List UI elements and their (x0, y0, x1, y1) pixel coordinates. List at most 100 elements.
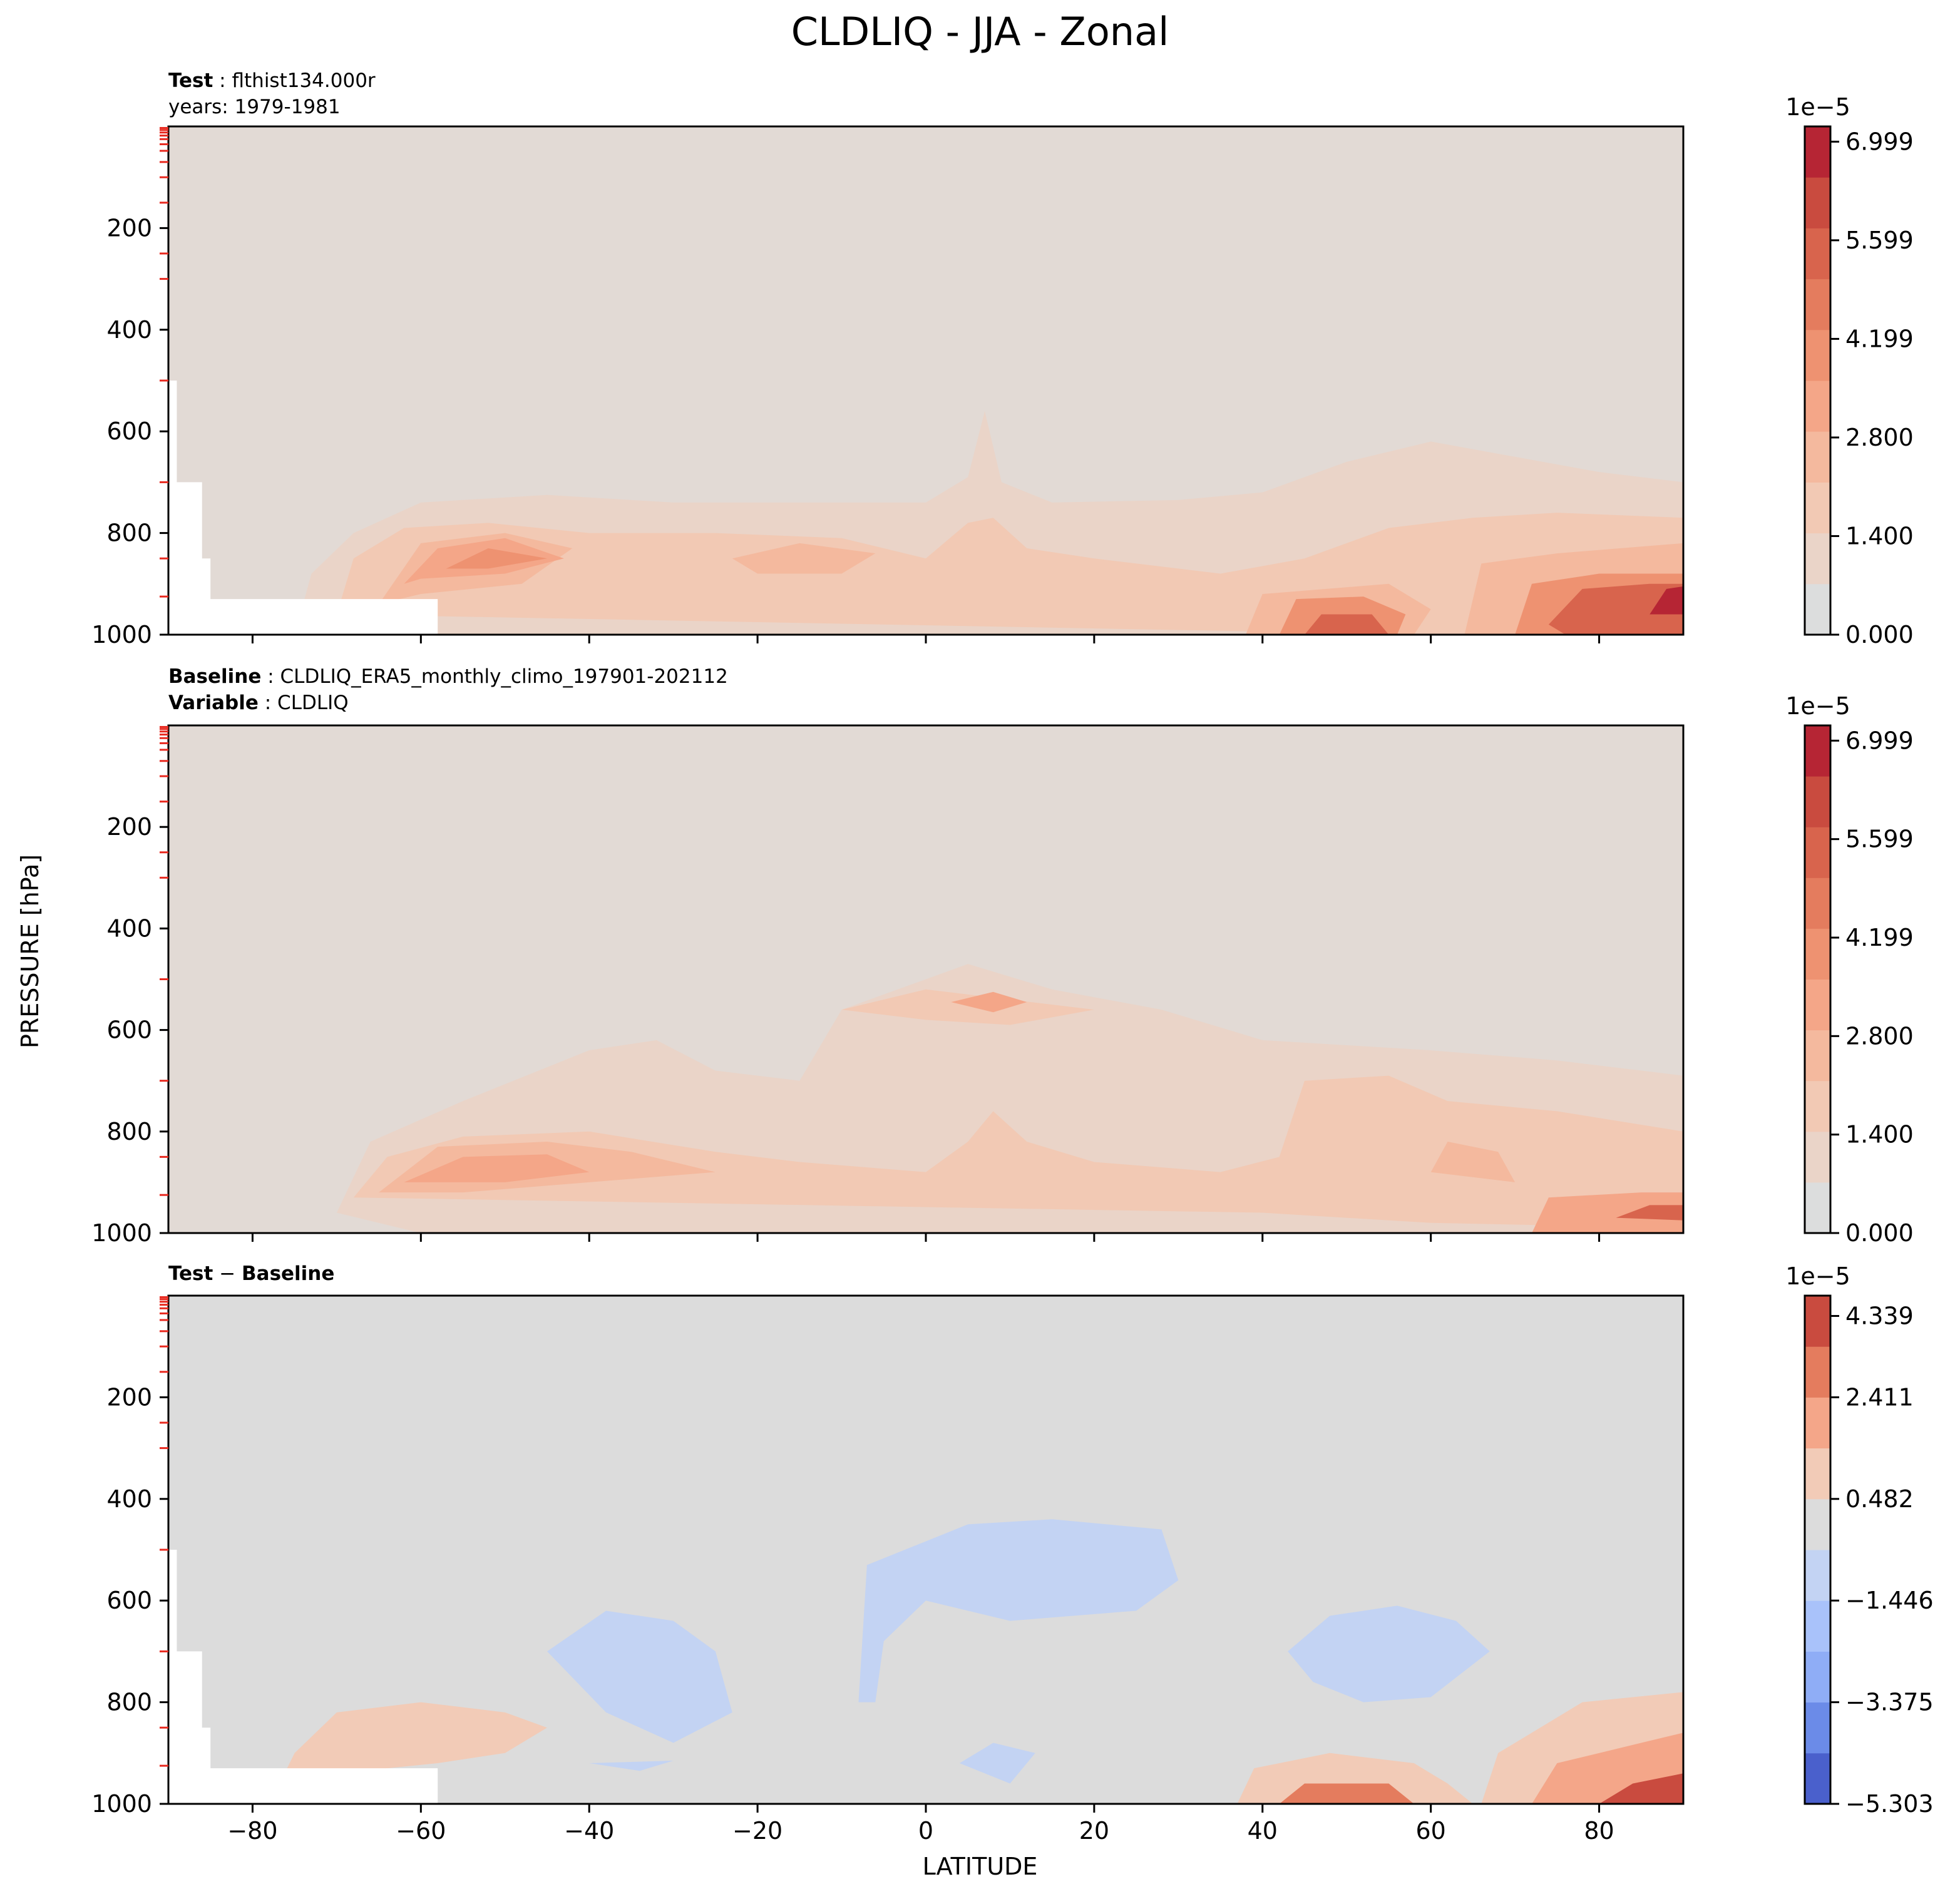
contour-neg-3 (959, 1743, 1035, 1784)
contour-level-5b (1616, 1205, 1683, 1221)
colorbar-segment (1805, 1498, 1830, 1550)
x-tick-label: −80 (227, 1817, 277, 1845)
contour-level-4a (404, 1154, 590, 1182)
contour-level-7b (1548, 583, 1683, 635)
colorbar-segment (1805, 979, 1830, 1031)
colorbar-multiplier: 1e−5 (1785, 1262, 1850, 1290)
colorbar-segment (1805, 228, 1830, 280)
contour-level-4b (1430, 1142, 1516, 1182)
panel3-key2: Baseline (242, 1262, 335, 1285)
contour-field (168, 725, 1683, 1233)
colorbar-segment (1805, 583, 1830, 635)
topography-mask (168, 1550, 438, 1804)
panel3-key1: Test (168, 1262, 213, 1285)
contour-level-4b (446, 548, 547, 569)
contour-neg-2 (858, 1519, 1179, 1702)
y-tick-label: 600 (106, 1587, 152, 1614)
colorbar-tick-label: 0.482 (1845, 1485, 1914, 1513)
colorbar: 1e−5 0.000 1.400 2.800 4.199 5.599 6.999 (1785, 692, 1914, 1247)
colorbar-segment (1805, 1550, 1830, 1601)
y-tick-label: 1000 (91, 1219, 152, 1247)
colorbar-frame (1804, 1294, 1832, 1805)
x-tick-label: 80 (1584, 1817, 1614, 1845)
colorbar-segment (1805, 1600, 1830, 1652)
colorbar-segment (1805, 1702, 1830, 1754)
x-axis-label: LATITUDE (922, 1853, 1038, 1880)
colorbar-segment (1805, 928, 1830, 980)
y-tick-label: 400 (106, 914, 152, 942)
colorbar-frame (1804, 724, 1832, 1234)
colorbar-tick-label: 2.800 (1845, 424, 1914, 451)
colorbar-tick-label: 1.400 (1845, 522, 1914, 550)
panel1-annotation: Test : flthist134.000r years: 1979-1981 (168, 68, 376, 120)
panel1-years: years: 1979-1981 (168, 96, 341, 118)
panel-3: 200 400 600 800 1000 −80 −60 −40 −20 0 20 40 60 80 1e−… (91, 1262, 1933, 1845)
panel-2: 200 400 600 800 1000 1e−5 0.000 1.400 2.800 4.199… (91, 692, 1914, 1247)
colorbar-tick-label: −3.375 (1845, 1689, 1934, 1716)
colorbar-segment (1805, 1131, 1830, 1183)
colorbar-tick-label: 5.599 (1845, 227, 1914, 254)
y-tick-label: 1000 (91, 1790, 152, 1818)
colorbar-tick-label: 4.199 (1845, 325, 1914, 352)
x-tick-label: −20 (732, 1817, 782, 1845)
contour-level-3b (732, 543, 876, 574)
colorbar-segment (1805, 1397, 1830, 1449)
colorbar-segment (1805, 1753, 1830, 1804)
topography-mask (168, 381, 438, 635)
contour-level-9 (1650, 586, 1683, 615)
contour-level-3b (951, 991, 1027, 1013)
y-tick-label: 600 (106, 1016, 152, 1044)
colorbar-tick-label: 0.000 (1845, 621, 1914, 648)
panel2-key1: Baseline (168, 665, 262, 688)
colorbar-multiplier: 1e−5 (1785, 93, 1850, 121)
panel2-key2: Variable (168, 692, 259, 714)
colorbar-segment (1805, 279, 1830, 330)
y-tick-label: 400 (106, 316, 152, 344)
contour-level-7a (1305, 614, 1389, 635)
panel2-value1: CLDLIQ_ERA5_monthly_climo_197901-202112 (280, 665, 728, 688)
x-tick-label: 0 (918, 1817, 933, 1845)
y-tick-label: 600 (106, 417, 152, 445)
colorbar-segment (1805, 1030, 1830, 1082)
panel1-key: Test (168, 69, 213, 92)
y-tick-label: 200 (106, 214, 152, 242)
figure-title: CLDLIQ - JJA - Zonal (791, 9, 1169, 54)
contour-field (168, 126, 1683, 635)
contour-pos-6 (1599, 1773, 1683, 1804)
colorbar-multiplier: 1e−5 (1785, 692, 1850, 720)
colorbar-tick-label: 6.999 (1845, 727, 1914, 754)
y-tick-label: 800 (106, 1118, 152, 1145)
colorbar-segment (1805, 1448, 1830, 1500)
y-tick-label: 1000 (91, 621, 152, 648)
x-tick-label: 20 (1079, 1817, 1109, 1845)
colorbar-tick-label: 6.999 (1845, 128, 1914, 155)
panel3-annotation: Test − Baseline (168, 1261, 334, 1287)
x-tick-label: −60 (396, 1817, 446, 1845)
contour-level-5a (1532, 1192, 1683, 1233)
x-tick-label: −40 (564, 1817, 614, 1845)
colorbar-segment (1805, 533, 1830, 585)
colorbar-segment (1805, 126, 1830, 178)
colorbar-segment (1805, 329, 1830, 381)
colorbar-segment (1805, 1182, 1830, 1234)
panel-1: 200 400 600 800 1000 1e−5 0.000 1.400 2.800 4.199… (91, 93, 1914, 648)
y-tick-label: 800 (106, 520, 152, 547)
colorbar-segment (1805, 1651, 1830, 1703)
colorbar-segment (1805, 381, 1830, 432)
colorbar-segment (1805, 1296, 1830, 1347)
colorbar-tick-label: 2.800 (1845, 1022, 1914, 1050)
contour-level-2a (841, 989, 1094, 1025)
y-tick-label: 400 (106, 1485, 152, 1513)
y-tick-label: 800 (106, 1689, 152, 1716)
colorbar: 1e−5 0.000 1.400 2.800 4.199 5.599 6.999 (1785, 93, 1914, 648)
y-tick-label: 200 (106, 1383, 152, 1411)
x-tick-label: 40 (1248, 1817, 1278, 1845)
colorbar-tick-label: 4.339 (1845, 1302, 1914, 1329)
contour-pos-1 (269, 1702, 547, 1804)
contour-pos-4 (1279, 1783, 1414, 1804)
panel3-minus: − (219, 1262, 236, 1285)
colorbar-tick-label: −5.303 (1845, 1790, 1934, 1818)
colorbar-tick-label: 5.599 (1845, 826, 1914, 853)
x-tick-label: 60 (1415, 1817, 1445, 1845)
